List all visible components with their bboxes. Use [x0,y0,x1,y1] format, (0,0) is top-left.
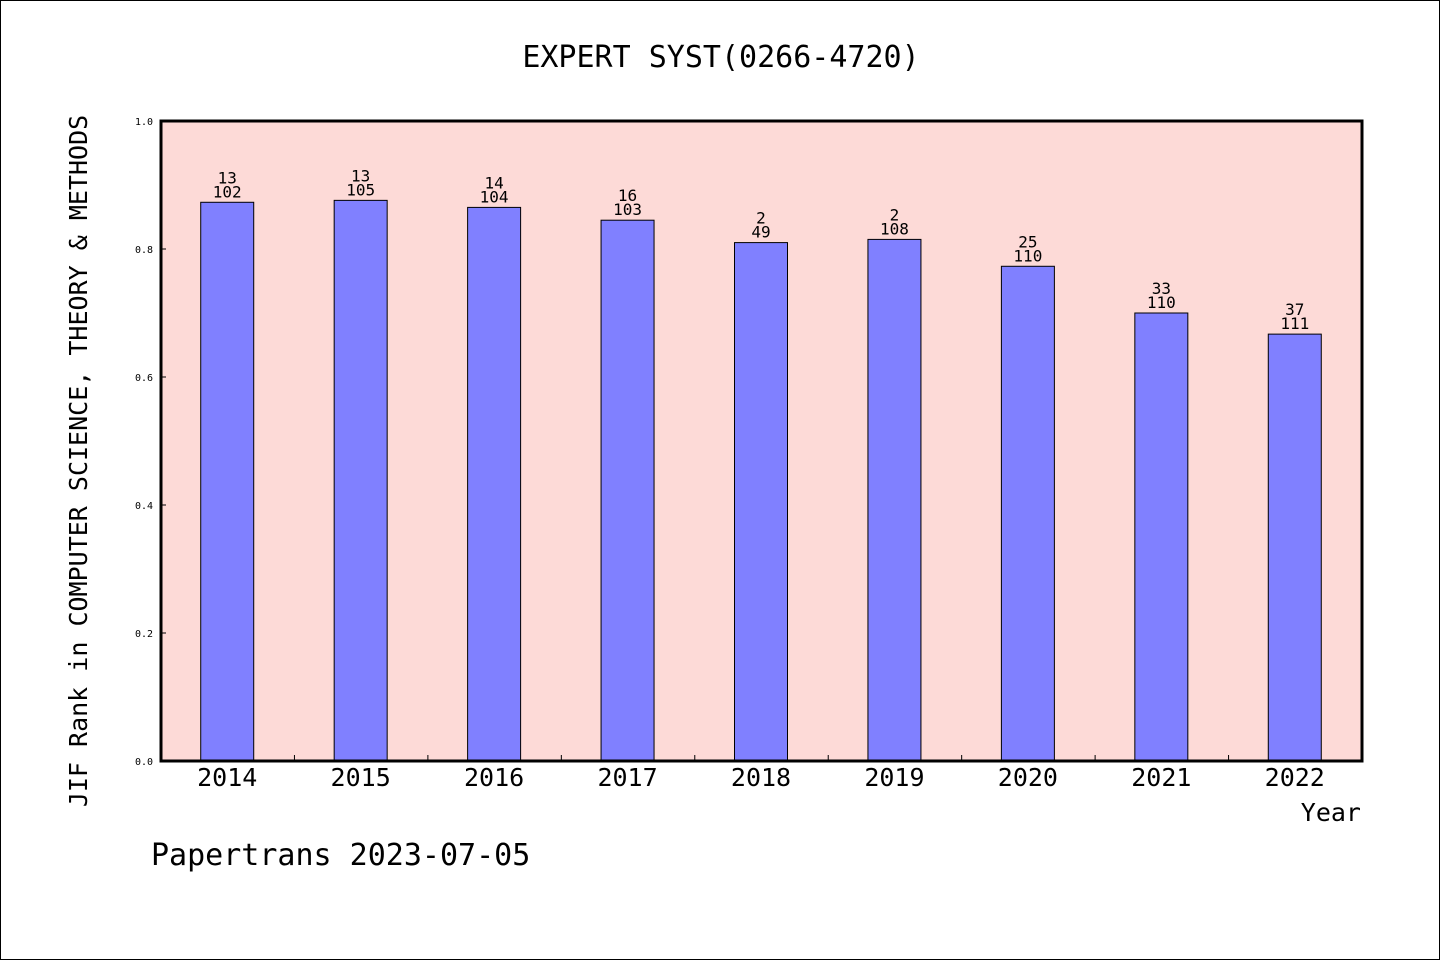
bar-label-rank: 13 [218,168,237,187]
bar [734,242,788,762]
x-tick-label: 2015 [331,763,391,792]
y-tick-label: 0.4 [135,501,153,512]
y-axis-label: JIF Rank in COMPUTER SCIENCE, THEORY & M… [64,115,93,807]
y-tick-label: 0.0 [135,757,153,768]
bar-label-rank: 2 [756,209,766,228]
x-tick-label: 2020 [998,763,1058,792]
bar-label-rank: 14 [484,173,503,192]
x-tick-label: 2014 [197,763,257,792]
bar-label-total: 110 [1013,246,1042,265]
bar-label-rank: 2 [890,205,900,224]
bar [333,199,388,762]
bar-label-total: 103 [613,200,642,219]
bar-label-rank: 37 [1285,300,1304,319]
bar [1134,312,1189,762]
x-axis-ticks: 2014 2015 2016 2017 2018 2019 2020 2021 2022 [197,755,1325,792]
bar [467,206,522,762]
bar-label-rank: 33 [1152,279,1171,298]
bar-label-total: 108 [880,219,909,238]
bar [1267,333,1322,762]
bar-label-rank: 25 [1018,232,1037,251]
bar [600,219,655,762]
chart-title: EXPERT SYST(0266-4720) [522,40,919,75]
bar-label-total: 102 [213,182,242,201]
x-tick-label: 2019 [864,763,924,792]
bar-label-total: 111 [1280,314,1309,333]
bar-label-total: 110 [1147,293,1176,312]
y-tick-label: 0.6 [135,373,153,384]
bar [200,201,255,762]
x-tick-label: 2021 [1131,763,1191,792]
bar-label-rank: 16 [618,186,637,205]
x-tick-label: 2022 [1265,763,1325,792]
bar-label-total: 105 [346,180,375,199]
bar [1000,265,1055,762]
bar-label-rank: 13 [351,166,370,185]
bar-label-total: 104 [480,187,509,206]
x-axis-label: Year [1301,798,1361,827]
y-tick-label: 0.2 [135,629,153,640]
x-tick-label: 2017 [597,763,657,792]
x-tick-label: 2018 [731,763,791,792]
y-tick-label: 0.8 [135,245,153,256]
x-tick-label: 2016 [464,763,524,792]
bar-label-total: 49 [751,223,770,242]
bar-labels: 1021310513104141031649210821102511033111… [213,166,1309,333]
y-tick-label: 1.0 [135,117,153,128]
bar [867,238,922,762]
footer-credit: Papertrans 2023-07-05 [151,838,530,873]
plot-border [159,119,1364,763]
bars [200,199,1322,762]
